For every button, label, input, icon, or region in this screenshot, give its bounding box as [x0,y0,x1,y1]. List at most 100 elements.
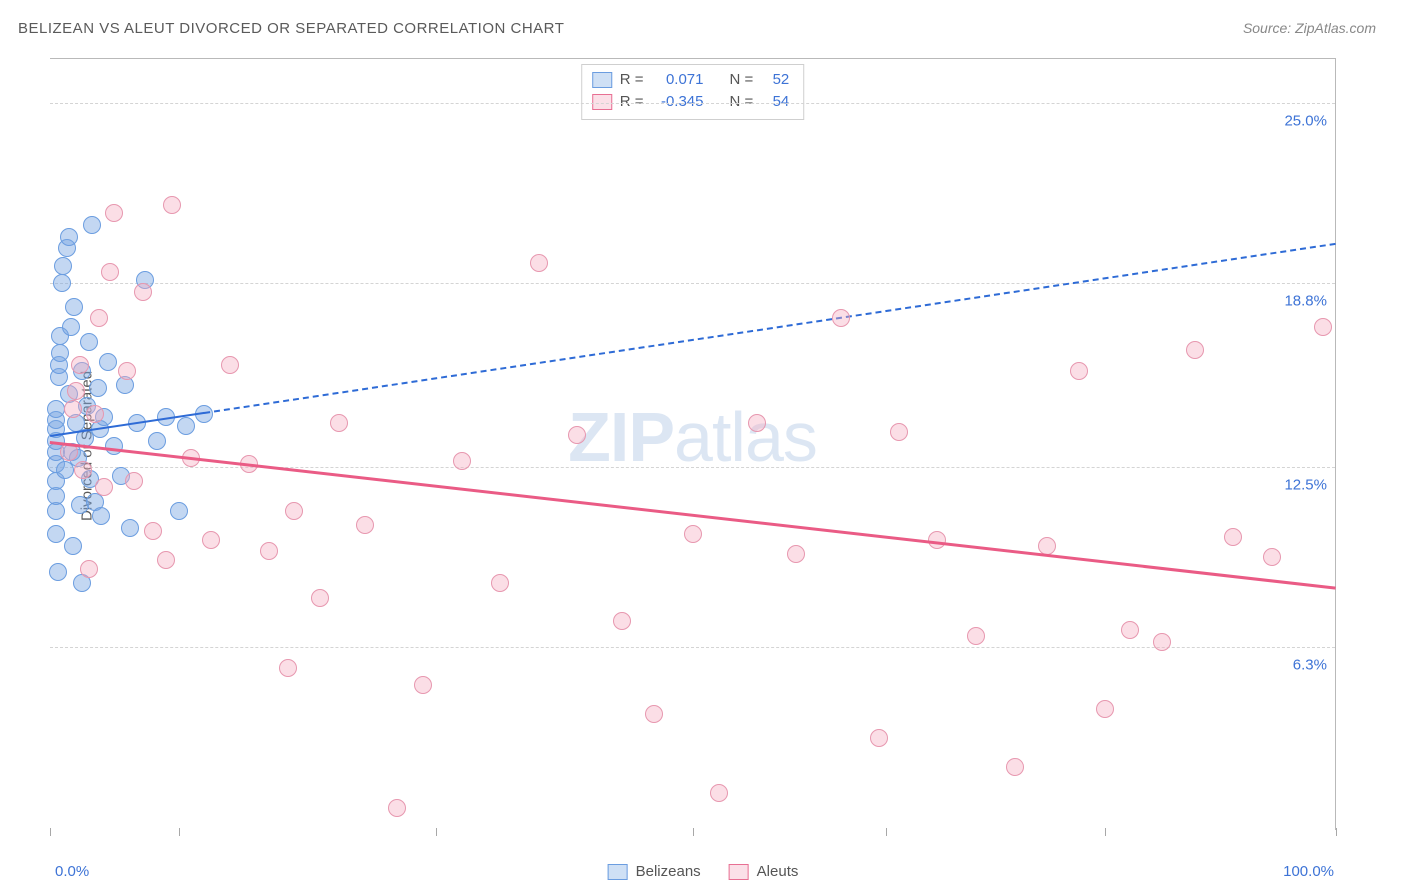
legend-r-label: R = [620,69,644,91]
data-point [144,522,162,540]
data-point [80,333,98,351]
watermark-atlas: atlas [674,398,817,476]
y-tick-label: 6.3% [1293,657,1327,674]
data-point [74,461,92,479]
data-point [356,516,374,534]
data-point [157,551,175,569]
data-point [53,274,71,292]
data-point [1263,548,1281,566]
legend-series-label: Belizeans [636,863,701,880]
x-tick [1336,828,1337,836]
legend-swatch [608,864,628,880]
data-point [90,309,108,327]
data-point [148,432,166,450]
data-point [170,502,188,520]
data-point [101,263,119,281]
data-point [967,627,985,645]
correlation-legend: R =0.071N =52R =-0.345N =54 [581,64,805,120]
data-point [64,537,82,555]
source-credit: Source: ZipAtlas.com [1243,20,1376,36]
x-tick [1105,828,1106,836]
data-point [710,784,728,802]
data-point [80,560,98,578]
data-point [1153,633,1171,651]
data-point [787,545,805,563]
x-tick [693,828,694,836]
data-point [51,344,69,362]
data-point [49,563,67,581]
legend-swatch [729,864,749,880]
data-point [67,382,85,400]
data-point [1006,758,1024,776]
data-point [47,525,65,543]
data-point [62,318,80,336]
x-axis-min-label: 0.0% [55,863,89,880]
data-point [105,204,123,222]
gridline [50,283,1335,284]
x-tick [50,828,51,836]
data-point [99,353,117,371]
data-point [645,705,663,723]
x-axis-max-label: 100.0% [1283,863,1334,880]
data-point [613,612,631,630]
data-point [1070,362,1088,380]
y-tick-label: 25.0% [1284,112,1327,129]
chart-title: BELIZEAN VS ALEUT DIVORCED OR SEPARATED … [18,20,564,37]
data-point [121,519,139,537]
gridline [50,647,1335,648]
data-point [568,426,586,444]
data-point [65,298,83,316]
data-point [414,676,432,694]
data-point [64,400,82,418]
legend-swatch [592,72,612,88]
data-point [83,216,101,234]
data-point [60,228,78,246]
data-point [1096,700,1114,718]
data-point [1224,528,1242,546]
data-point [928,531,946,549]
data-point [491,574,509,592]
data-point [134,283,152,301]
legend-item: Aleuts [729,863,799,880]
data-point [71,356,89,374]
data-point [47,400,65,418]
legend-item: Belizeans [608,863,701,880]
legend-n-value: 52 [761,69,789,91]
data-point [311,589,329,607]
y-tick-label: 12.5% [1284,476,1327,493]
scatter-plot-area: ZIPatlas R =0.071N =52R =-0.345N =54 6.3… [50,58,1336,830]
x-tick [436,828,437,836]
data-point [95,478,113,496]
source-prefix: Source: [1243,20,1295,36]
watermark: ZIPatlas [568,397,817,477]
data-point [177,417,195,435]
data-point [279,659,297,677]
x-tick [886,828,887,836]
legend-r-value: 0.071 [652,69,704,91]
data-point [260,542,278,560]
data-point [870,729,888,747]
data-point [92,507,110,525]
y-tick-label: 18.8% [1284,293,1327,310]
data-point [388,799,406,817]
legend-n-label: N = [730,69,754,91]
data-point [125,472,143,490]
data-point [285,502,303,520]
data-point [1314,318,1332,336]
data-point [54,257,72,275]
data-point [1038,537,1056,555]
data-point [330,414,348,432]
data-point [202,531,220,549]
data-point [105,437,123,455]
legend-row: R = 0.071 N = 52 [592,69,790,91]
data-point [163,196,181,214]
data-point [832,309,850,327]
data-point [89,379,107,397]
data-point [86,405,104,423]
data-point [1121,621,1139,639]
data-point [684,525,702,543]
legend-series-label: Aleuts [757,863,799,880]
trend-line [50,441,1336,590]
source-link[interactable]: ZipAtlas.com [1295,20,1376,36]
series-legend: Belizeans Aleuts [608,863,799,880]
